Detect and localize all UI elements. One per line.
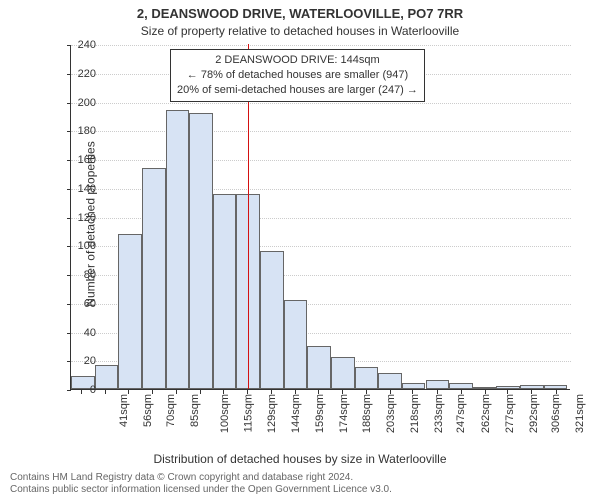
ytick-label: 240: [36, 39, 96, 51]
xtick-label: 203sqm: [385, 394, 397, 433]
xtick-label: 292sqm: [528, 394, 540, 433]
xtick-mark: [176, 390, 177, 394]
xtick-label: 247sqm: [456, 394, 468, 433]
ytick-label: 0: [36, 384, 96, 396]
xtick-label: 144sqm: [290, 394, 302, 433]
histogram-bar: [426, 380, 450, 389]
histogram-bar: [142, 168, 166, 389]
ytick-label: 20: [36, 355, 96, 367]
xtick-mark: [223, 390, 224, 394]
xtick-label: 115sqm: [243, 394, 255, 432]
xtick-mark: [461, 390, 462, 394]
ytick-label: 40: [36, 327, 96, 339]
xtick-label: 85sqm: [189, 394, 201, 427]
x-axis-label: Distribution of detached houses by size …: [0, 452, 600, 466]
xtick-mark: [390, 390, 391, 394]
xtick-mark: [247, 390, 248, 394]
xtick-label: 100sqm: [219, 394, 231, 433]
histogram-bar: [378, 373, 402, 389]
histogram-bar: [544, 385, 568, 389]
xtick-label: 174sqm: [338, 394, 350, 433]
histogram-bar: [260, 251, 284, 389]
gridline: [71, 160, 571, 161]
xtick-label: 41sqm: [118, 394, 130, 427]
gridline: [71, 45, 571, 46]
xtick-mark: [105, 390, 106, 394]
xtick-label: 233sqm: [433, 394, 445, 433]
xtick-label: 321sqm: [575, 394, 587, 433]
annotation-box: 2 DEANSWOOD DRIVE: 144sqm ← 78% of detac…: [170, 49, 425, 102]
xtick-label: 56sqm: [142, 394, 154, 427]
chart-container: 2, DEANSWOOD DRIVE, WATERLOOVILLE, PO7 7…: [0, 0, 600, 500]
chart-subtitle: Size of property relative to detached ho…: [0, 24, 600, 38]
annotation-line-2: ← 78% of detached houses are smaller (94…: [177, 68, 418, 83]
chart-title: 2, DEANSWOOD DRIVE, WATERLOOVILLE, PO7 7…: [0, 6, 600, 21]
histogram-bar: [402, 383, 426, 389]
xtick-mark: [342, 390, 343, 394]
annotation-line-1: 2 DEANSWOOD DRIVE: 144sqm: [177, 53, 418, 68]
histogram-bar: [496, 386, 520, 389]
xtick-mark: [437, 390, 438, 394]
xtick-label: 159sqm: [314, 394, 326, 433]
histogram-bar: [95, 365, 119, 389]
ytick-label: 60: [36, 298, 96, 310]
xtick-mark: [507, 390, 508, 394]
xtick-label: 306sqm: [550, 394, 562, 433]
histogram-bar: [284, 300, 308, 389]
xtick-mark: [81, 390, 82, 394]
histogram-bar: [355, 367, 379, 389]
xtick-mark: [412, 390, 413, 394]
xtick-mark: [485, 390, 486, 394]
ytick-label: 160: [36, 154, 96, 166]
xtick-mark: [271, 390, 272, 394]
xtick-label: 70sqm: [165, 394, 177, 427]
xtick-label: 188sqm: [361, 394, 373, 433]
histogram-bar: [189, 113, 213, 389]
xtick-mark: [200, 390, 201, 394]
ytick-label: 100: [36, 240, 96, 252]
gridline: [71, 103, 571, 104]
histogram-bar: [118, 234, 142, 389]
footer-line-2: Contains public sector information licen…: [10, 484, 590, 496]
xtick-label: 262sqm: [480, 394, 492, 433]
gridline: [71, 131, 571, 132]
ytick-label: 120: [36, 212, 96, 224]
ytick-label: 140: [36, 183, 96, 195]
histogram-bar: [449, 383, 473, 389]
histogram-bar: [213, 194, 237, 390]
footer-line-1: Contains HM Land Registry data © Crown c…: [10, 472, 590, 484]
xtick-mark: [556, 390, 557, 394]
histogram-bar: [307, 346, 331, 389]
footer: Contains HM Land Registry data © Crown c…: [10, 472, 590, 496]
ytick-label: 200: [36, 97, 96, 109]
xtick-mark: [366, 390, 367, 394]
xtick-label: 129sqm: [266, 394, 278, 433]
xtick-mark: [152, 390, 153, 394]
histogram-bar: [473, 387, 497, 389]
xtick-mark: [128, 390, 129, 394]
histogram-bar: [520, 385, 544, 389]
ytick-label: 220: [36, 68, 96, 80]
annotation-line-3: 20% of semi-detached houses are larger (…: [177, 83, 418, 98]
ytick-label: 180: [36, 125, 96, 137]
ytick-label: 80: [36, 269, 96, 281]
xtick-label: 218sqm: [409, 394, 421, 433]
histogram-bar: [166, 110, 190, 389]
xtick-label: 277sqm: [504, 394, 516, 433]
xtick-mark: [318, 390, 319, 394]
xtick-mark: [531, 390, 532, 394]
histogram-bar: [331, 357, 355, 389]
xtick-mark: [295, 390, 296, 394]
